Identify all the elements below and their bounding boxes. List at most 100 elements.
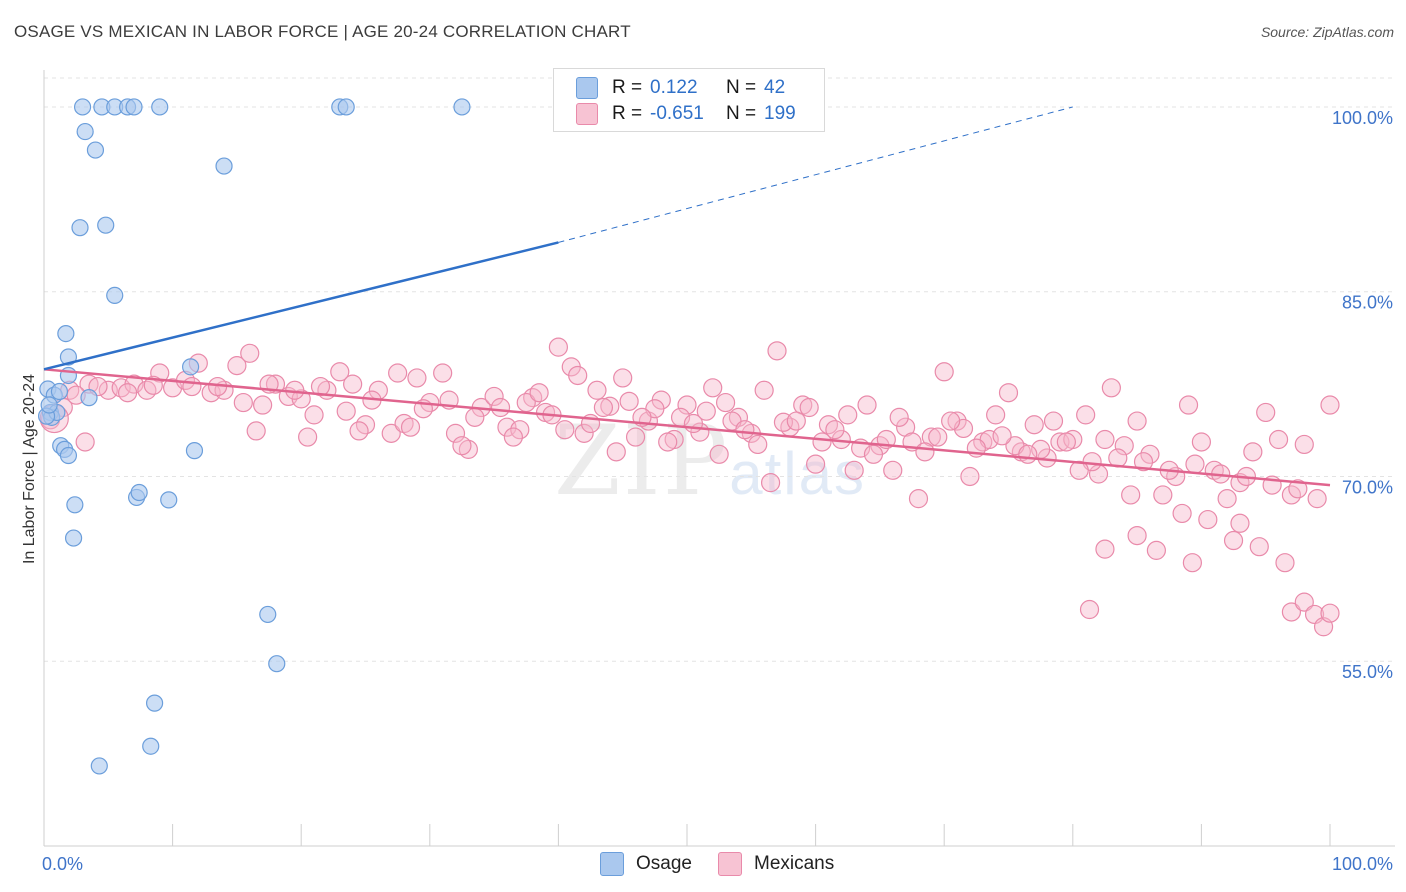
mexicans-point xyxy=(304,405,324,425)
mexicans-point xyxy=(986,405,1006,425)
mexicans-point xyxy=(1198,509,1218,530)
legend-row-osage: R = 0.122 N = 42 xyxy=(576,77,804,99)
mexicans-point xyxy=(1320,603,1340,623)
osage-point xyxy=(73,98,92,116)
mexicans-legend-icon xyxy=(718,852,742,876)
legend-row-mexicans: R = -0.651 N = 199 xyxy=(576,103,804,125)
mexicans-point xyxy=(625,427,646,447)
mexicans-point xyxy=(1243,442,1263,462)
mexicans-point xyxy=(111,378,131,398)
mexicans-point xyxy=(143,375,163,395)
mexicans-point xyxy=(388,363,408,383)
mexicans-point xyxy=(1256,402,1276,423)
mexicans-point xyxy=(696,401,716,421)
bottom-legend-osage[interactable]: Osage xyxy=(600,852,692,876)
mexicans-point xyxy=(683,413,704,434)
osage-point xyxy=(215,157,233,175)
mexicans-point xyxy=(253,395,273,415)
mexicans-point xyxy=(857,395,877,415)
osage-point xyxy=(125,98,143,116)
mexicans-trendline xyxy=(43,368,1331,487)
mexicans-point xyxy=(825,420,845,440)
mexicans-point xyxy=(330,362,350,382)
mexicans-point xyxy=(343,374,363,394)
mexicans-point xyxy=(703,378,723,398)
mexicans-point xyxy=(1095,429,1115,450)
mexicans-point xyxy=(240,343,260,363)
osage-point xyxy=(50,382,69,401)
mexicans-point xyxy=(137,380,157,400)
osage-point xyxy=(90,757,108,775)
mexicans-point xyxy=(1153,485,1173,505)
mexicans-swatch-icon xyxy=(576,103,598,125)
chart-title: OSAGE VS MEXICAN IN LABOR FORCE | AGE 20… xyxy=(14,22,631,41)
mexicans-point xyxy=(1249,537,1269,557)
osage-n-label: N = xyxy=(726,77,757,98)
mexicans-point xyxy=(407,368,427,388)
mexicans-point xyxy=(1018,444,1038,464)
mexicans-point xyxy=(310,376,331,397)
mexicans-point xyxy=(1281,602,1302,622)
x-tick-label-max: 100.0% xyxy=(1332,854,1393,874)
mexicans-point xyxy=(748,434,768,455)
osage-point xyxy=(151,98,169,116)
mexicans-point xyxy=(1230,513,1250,533)
osage-point xyxy=(59,446,78,465)
bottom-legend-mexicans[interactable]: Mexicans xyxy=(718,852,834,876)
mexicans-point xyxy=(863,444,884,464)
mexicans-point xyxy=(838,405,858,425)
mexicans-point xyxy=(1223,530,1244,551)
mexicans-point xyxy=(523,388,543,408)
mexicans-point xyxy=(1140,444,1160,464)
mexicans-point xyxy=(1127,411,1147,431)
mexicans-point xyxy=(998,383,1019,403)
osage-legend-icon xyxy=(600,852,624,876)
osage-point xyxy=(59,348,78,366)
mexicans-point xyxy=(812,432,832,452)
osage-point xyxy=(142,737,160,755)
osage-point xyxy=(259,605,277,624)
mexicans-point xyxy=(908,489,929,509)
mexicans-point xyxy=(786,411,806,431)
mexicans-point xyxy=(1185,454,1205,474)
chart-source: Source: ZipAtlas.com xyxy=(1260,24,1394,40)
mexicans-point xyxy=(465,407,485,427)
mexicans-point xyxy=(529,383,549,403)
mexicans-point xyxy=(709,444,729,464)
mexicans-point xyxy=(606,442,626,462)
mexicans-point xyxy=(883,460,903,480)
mexicans-point xyxy=(246,421,266,441)
mexicans-point xyxy=(805,454,826,474)
osage-trendline-extension xyxy=(558,106,1073,243)
mexicans-point xyxy=(1307,489,1327,509)
mexicans-point xyxy=(298,427,318,447)
mexicans-point xyxy=(452,436,472,456)
mexicans-point xyxy=(1294,434,1314,455)
mexicans-point xyxy=(767,341,787,361)
y-tick-label: 85.0% xyxy=(1342,293,1393,313)
osage-point xyxy=(182,358,200,376)
mexicans-point xyxy=(934,362,954,382)
osage-point xyxy=(145,694,164,712)
bottom-legend: Osage Mexicans xyxy=(0,852,1406,878)
mexicans-point xyxy=(555,420,575,440)
mexicans-point xyxy=(1076,405,1096,425)
mexicans-point xyxy=(844,460,864,480)
osage-point xyxy=(40,396,58,414)
mexicans-point xyxy=(600,396,620,416)
y-tick-label: 55.0% xyxy=(1342,662,1393,682)
mexicans-point xyxy=(1178,395,1199,415)
mexicans-point xyxy=(548,337,569,357)
mexicans-point xyxy=(445,423,466,443)
osage-legend-label: Osage xyxy=(636,853,692,874)
mexicans-point xyxy=(1024,415,1044,435)
mexicans-point xyxy=(677,395,697,415)
mexicans-point xyxy=(1043,411,1064,431)
mexicans-point xyxy=(760,473,781,493)
mexicans-point xyxy=(818,415,839,435)
mexicans-point xyxy=(715,392,736,413)
mexicans-point xyxy=(400,417,421,437)
mexicans-point xyxy=(1146,540,1166,560)
mexicans-point xyxy=(490,397,511,418)
mexicans-point xyxy=(941,411,961,431)
